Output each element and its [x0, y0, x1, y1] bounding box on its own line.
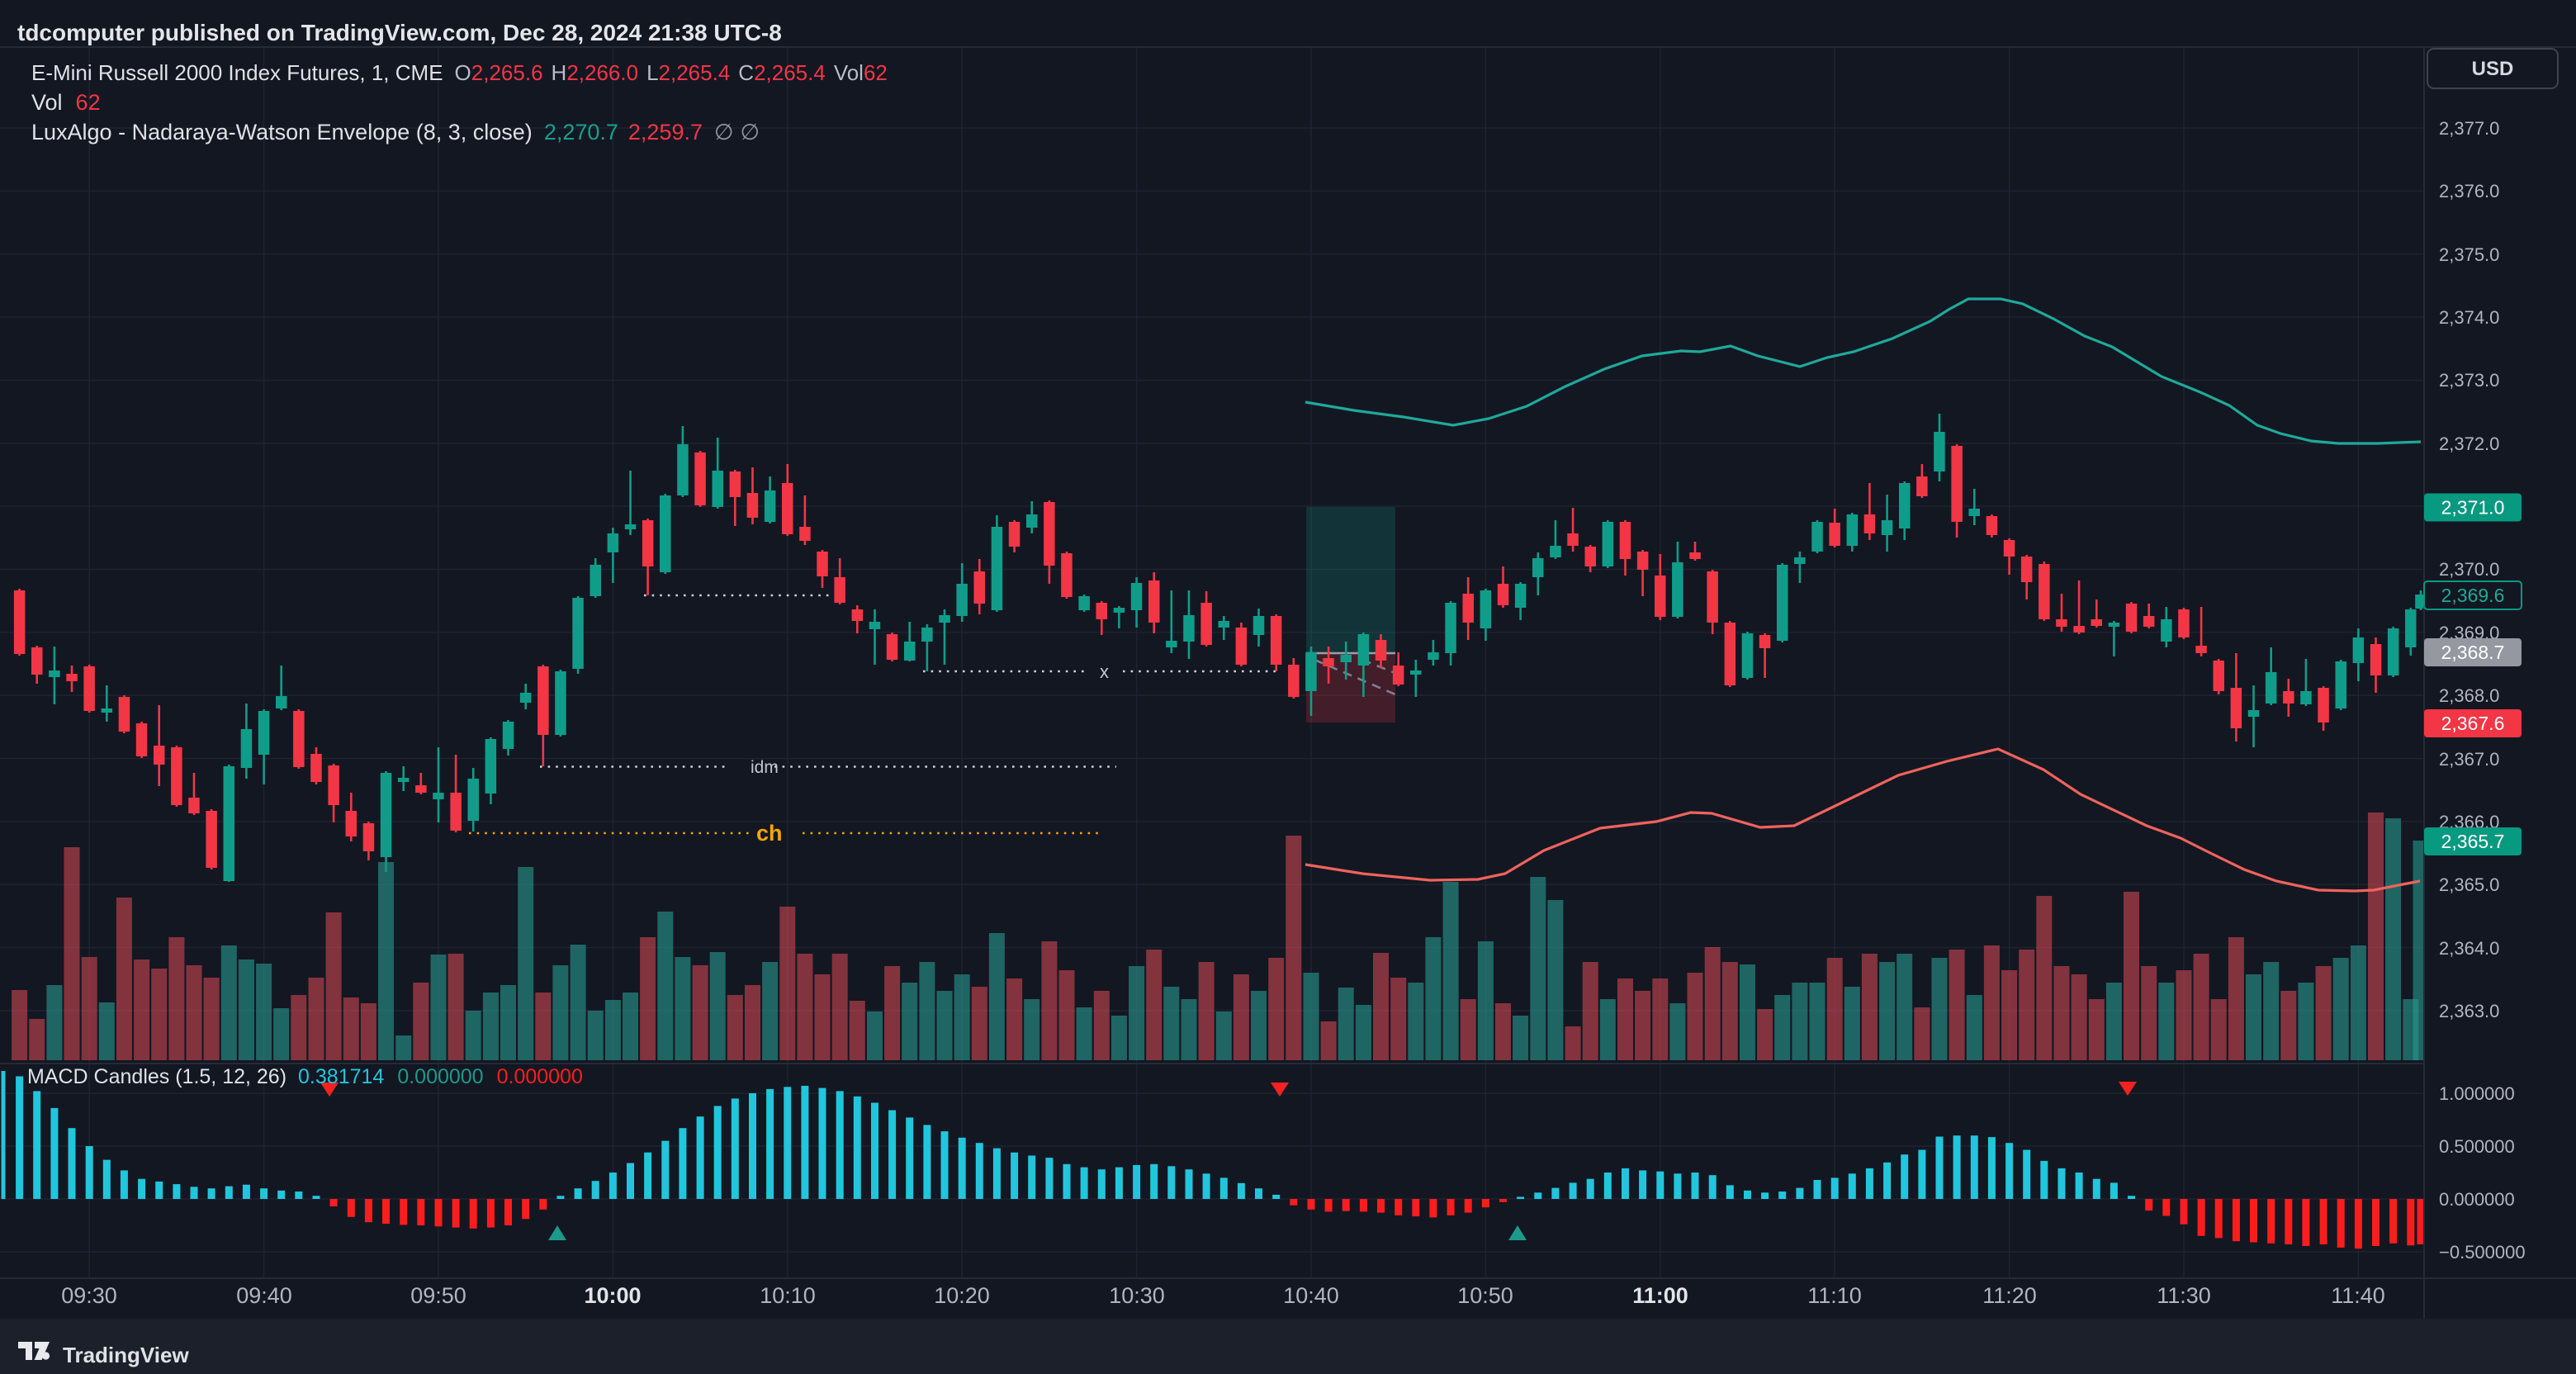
svg-text:2,368.0: 2,368.0: [2439, 685, 2499, 706]
svg-text:Vol62: Vol 62: [31, 90, 101, 115]
svg-text:LuxAlgo - Nadaraya-Watson Enve: LuxAlgo - Nadaraya-Watson Envelope (8, 3…: [31, 120, 760, 145]
svg-text:2,367.6: 2,367.6: [2441, 713, 2505, 734]
svg-text:2,363.0: 2,363.0: [2439, 1001, 2499, 1021]
svg-text:2,377.0: 2,377.0: [2439, 118, 2499, 139]
svg-text:0.500000: 0.500000: [2439, 1136, 2515, 1157]
svg-text:2,376.0: 2,376.0: [2439, 181, 2499, 201]
svg-text:2,364.0: 2,364.0: [2439, 938, 2499, 959]
svg-text:11:30: 11:30: [2157, 1283, 2211, 1308]
svg-text:09:50: 09:50: [410, 1283, 466, 1308]
svg-text:2,369.6: 2,369.6: [2441, 585, 2505, 606]
svg-text:2,370.0: 2,370.0: [2439, 559, 2499, 580]
svg-text:10:00: 10:00: [584, 1283, 641, 1308]
svg-text:2,365.7: 2,365.7: [2441, 831, 2505, 852]
svg-text:MACD Candles (1.5, 12, 26)0.38: MACD Candles (1.5, 12, 26) 0.381714 0.0000…: [27, 1065, 583, 1088]
svg-text:USD: USD: [2472, 58, 2514, 80]
svg-text:2,368.7: 2,368.7: [2441, 642, 2505, 663]
svg-text:10:10: 10:10: [760, 1283, 816, 1308]
svg-text:2,365.0: 2,365.0: [2439, 874, 2499, 895]
svg-text:2,367.0: 2,367.0: [2439, 749, 2499, 770]
svg-text:0.000000: 0.000000: [2439, 1189, 2515, 1210]
svg-text:−0.500000: −0.500000: [2439, 1242, 2526, 1263]
svg-text:tdcomputer published on Tradin: tdcomputer published on TradingView.com,…: [17, 20, 782, 45]
svg-text:2,373.0: 2,373.0: [2439, 370, 2499, 391]
svg-text:2,375.0: 2,375.0: [2439, 244, 2499, 265]
svg-text:2,371.0: 2,371.0: [2441, 497, 2505, 519]
svg-text:1.000000: 1.000000: [2439, 1083, 2515, 1104]
svg-text:ch: ch: [756, 821, 783, 846]
svg-text:09:40: 09:40: [236, 1283, 292, 1308]
svg-text:2,374.0: 2,374.0: [2439, 307, 2499, 328]
svg-text:11:20: 11:20: [1982, 1283, 2037, 1308]
svg-text:TradingView: TradingView: [63, 1343, 189, 1367]
svg-text:2,372.0: 2,372.0: [2439, 434, 2499, 454]
svg-text:09:30: 09:30: [61, 1283, 117, 1308]
svg-text:11:10: 11:10: [1807, 1283, 1862, 1308]
svg-text:11:00: 11:00: [1632, 1283, 1688, 1308]
svg-text:x: x: [1100, 661, 1109, 682]
svg-text:11:40: 11:40: [2331, 1283, 2385, 1308]
svg-text:10:30: 10:30: [1109, 1283, 1165, 1308]
svg-text:idm: idm: [751, 758, 779, 777]
svg-text:E-Mini Russell 2000 Index Futu: E-Mini Russell 2000 Index Futures, 1, CM…: [31, 60, 888, 85]
svg-text:10:50: 10:50: [1457, 1283, 1513, 1308]
svg-text:10:40: 10:40: [1283, 1283, 1339, 1308]
svg-text:10:20: 10:20: [934, 1283, 990, 1308]
